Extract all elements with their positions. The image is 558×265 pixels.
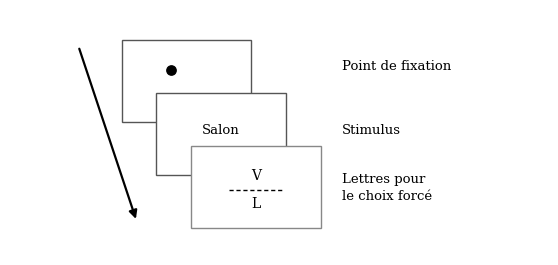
- Text: L: L: [251, 197, 261, 211]
- Text: Stimulus: Stimulus: [342, 124, 401, 137]
- Point: [167, 67, 176, 72]
- Bar: [122, 40, 251, 122]
- Text: V: V: [251, 169, 261, 183]
- Text: Point de fixation: Point de fixation: [342, 60, 451, 73]
- Text: Lettres pour: Lettres pour: [342, 173, 426, 186]
- Bar: [156, 93, 286, 175]
- Bar: [191, 146, 320, 228]
- Text: le choix forcé: le choix forcé: [342, 189, 432, 202]
- Text: Salon: Salon: [201, 124, 239, 137]
